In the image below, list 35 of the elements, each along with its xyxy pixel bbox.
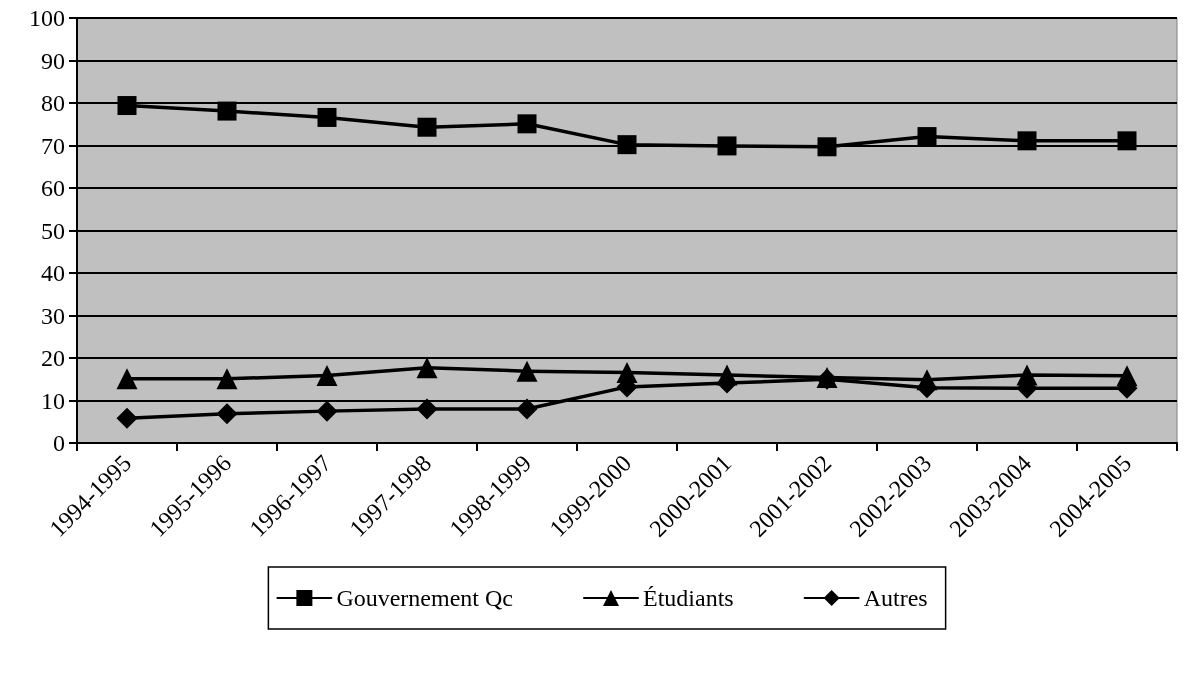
point: [116, 407, 138, 429]
point: [317, 107, 337, 127]
y-tick-label: 60: [41, 175, 65, 201]
point: [117, 96, 137, 116]
y-tick-label: 50: [41, 217, 65, 244]
y-tick-label: 0: [53, 430, 65, 456]
y-tick-label: 40: [41, 260, 65, 286]
point: [717, 136, 737, 156]
point: [1117, 131, 1137, 151]
point: [817, 137, 837, 157]
point: [1017, 131, 1037, 151]
point: [216, 403, 238, 425]
y-tick-label: 30: [41, 302, 65, 329]
point: [516, 398, 538, 420]
point: [516, 360, 538, 382]
legend-label: Gouvernement Qc: [336, 585, 513, 611]
y-tick-label: 90: [41, 47, 65, 74]
point: [217, 101, 237, 121]
y-tick-label: 80: [41, 90, 65, 116]
point: [316, 400, 338, 422]
point: [416, 398, 438, 420]
point: [116, 368, 138, 390]
point: [917, 127, 937, 147]
point: [617, 135, 637, 155]
y-tick-label: 100: [29, 5, 65, 31]
y-tick-label: 10: [41, 387, 65, 414]
point: [417, 117, 437, 137]
y-tick-label: 70: [41, 132, 65, 159]
y-tick-label: 20: [41, 345, 65, 371]
point: [517, 114, 537, 134]
legend-label: Autres: [863, 585, 928, 611]
point: [416, 357, 438, 379]
point: [316, 364, 338, 386]
legend-label: Étudiants: [642, 585, 734, 611]
point: [216, 368, 238, 390]
